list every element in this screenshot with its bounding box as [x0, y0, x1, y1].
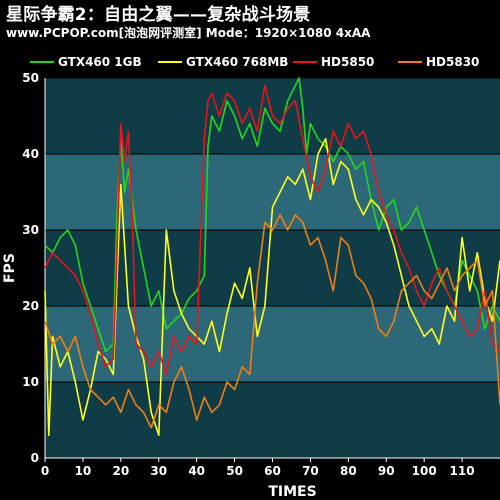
y-tick-label: 10: [22, 375, 39, 389]
x-tick-label: 110: [450, 464, 475, 478]
x-tick-label: 40: [188, 464, 205, 478]
y-axis-title: FPS: [2, 253, 18, 283]
x-tick-label: 100: [412, 464, 437, 478]
plot-background: [45, 78, 500, 458]
x-tick-label: 20: [112, 464, 129, 478]
plot-band: [45, 306, 500, 382]
x-tick-label: 10: [75, 464, 92, 478]
x-axis-title: TIMES: [268, 484, 316, 500]
plot-band: [45, 154, 500, 230]
series-line-3: [44, 84, 500, 376]
x-tick-label: 70: [302, 464, 319, 478]
y-tick-label: 20: [22, 299, 39, 313]
y-tick-label: 50: [22, 71, 39, 85]
legend-label-2: GTX460 768MB: [186, 55, 288, 69]
legend-label-3: HD5850: [321, 55, 374, 69]
x-tick-label: 80: [340, 464, 357, 478]
y-tick-label: 30: [22, 223, 39, 237]
x-tick-label: 90: [378, 464, 395, 478]
y-tick-label: 40: [22, 147, 39, 161]
legend-label-4: HD5830: [426, 55, 479, 69]
series-line-4: [44, 214, 500, 429]
x-tick-label: 0: [41, 464, 49, 478]
chart-subtitle: www.PCPOP.com[泡泡网评测室] Mode：1920×1080 4xA…: [6, 26, 371, 40]
x-tick-label: 50: [226, 464, 243, 478]
x-tick-label: 30: [150, 464, 167, 478]
x-tick-label: 60: [264, 464, 281, 478]
chart-title: 星际争霸2：自由之翼——复杂战斗场景: [6, 5, 311, 25]
legend-label-1: GTX460 1GB: [58, 55, 142, 69]
y-tick-label: 0: [31, 451, 39, 465]
